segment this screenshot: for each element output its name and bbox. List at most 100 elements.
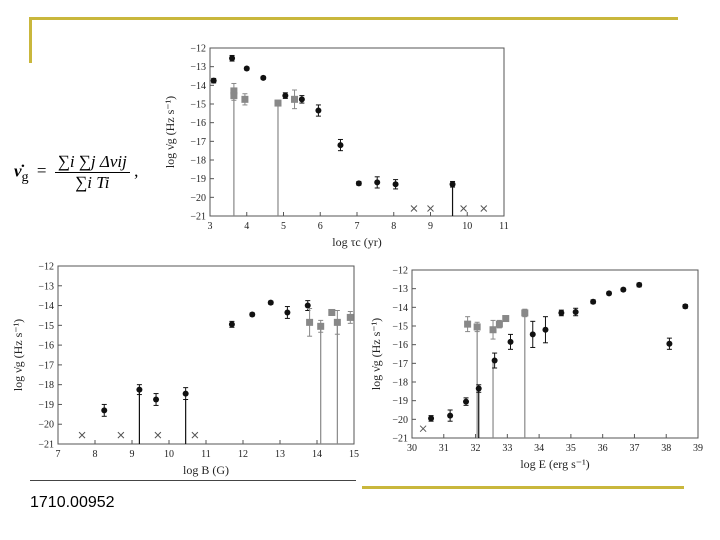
x-axis-label: log E (erg s⁻¹) <box>520 457 589 471</box>
y-axis-label: log ν̇g (Hz s⁻¹) <box>163 96 177 168</box>
data-point-circle <box>620 286 627 293</box>
y-tick-label: −15 <box>190 100 206 111</box>
data-point-circle <box>392 181 399 188</box>
data-point-circle <box>228 321 235 328</box>
y-tick-label: −13 <box>38 281 54 292</box>
y-tick-label: −15 <box>392 322 408 333</box>
data-point-circle <box>101 407 108 414</box>
data-point-square <box>328 308 336 316</box>
x-tick-label: 32 <box>471 443 481 454</box>
formula-numerator: ∑i ∑j Δνij <box>54 152 130 173</box>
data-point-circle <box>374 179 381 186</box>
plot-frame <box>411 269 699 439</box>
data-point-circle <box>284 309 291 316</box>
x-tick-label: 9 <box>130 449 135 460</box>
x-tick-label: 6 <box>318 221 323 232</box>
y-tick-label: −21 <box>38 440 54 451</box>
data-point-circle <box>243 65 250 72</box>
data-point-circle <box>428 415 435 422</box>
data-point-cross <box>427 205 434 212</box>
data-point-circle <box>507 338 514 345</box>
x-tick-label: 33 <box>502 443 512 454</box>
data-point-circle <box>529 331 536 338</box>
y-tick-label: −13 <box>190 62 206 73</box>
x-tick-label: 13 <box>275 449 285 460</box>
data-point-square <box>502 315 510 323</box>
data-point-circle <box>475 385 482 392</box>
data-point-circle <box>449 181 456 188</box>
formula-equals: = <box>36 161 47 181</box>
x-tick-label: 30 <box>407 443 417 454</box>
velocity-drift-formula: ν̇g = ∑i ∑j Δνij ∑i Ti , <box>14 152 138 193</box>
x-tick-label: 37 <box>629 443 639 454</box>
data-point-square <box>333 318 341 326</box>
y-tick-label: −21 <box>392 434 408 445</box>
x-tick-label: 10 <box>164 449 174 460</box>
y-tick-label: −16 <box>38 341 54 352</box>
data-point-cross <box>419 425 427 433</box>
y-tick-label: −19 <box>38 400 54 411</box>
plot-frame <box>209 47 505 217</box>
data-point-square <box>489 326 497 334</box>
x-tick-label: 7 <box>355 221 360 232</box>
data-point-circle <box>260 74 267 81</box>
data-point-circle <box>542 326 549 333</box>
y-tick-label: −18 <box>38 380 54 391</box>
x-tick-label: 3 <box>208 221 213 232</box>
data-point-cross <box>117 431 125 439</box>
data-point-circle <box>572 309 579 315</box>
y-tick-label: −18 <box>190 156 206 167</box>
x-tick-label: 12 <box>238 449 248 460</box>
data-point-circle <box>136 386 143 393</box>
data-point-square <box>521 309 529 317</box>
data-point-square <box>495 320 503 328</box>
data-point-circle <box>606 290 613 297</box>
data-point-cross <box>78 431 86 439</box>
chart-edot: 30 31 32 33 34 35 36 37 38 39 −12 −13 −14 −15 −16 −17 −1… <box>369 266 703 472</box>
data-point-square <box>306 318 314 326</box>
data-point-circle <box>682 303 689 310</box>
x-tick-label: 9 <box>428 221 433 232</box>
y-tick-label: −17 <box>190 137 206 148</box>
data-point-square <box>230 92 238 100</box>
x-tick-label: 34 <box>534 443 544 454</box>
x-tick-label: 36 <box>598 443 608 454</box>
y-axis-label: log ν̇g (Hz s⁻¹) <box>369 318 383 390</box>
y-tick-label: −13 <box>392 284 408 295</box>
data-point-circle <box>355 180 362 187</box>
y-tick-label: −16 <box>392 340 408 351</box>
y-tick-label: −14 <box>190 81 206 92</box>
y-tick-label: −18 <box>392 378 408 389</box>
plot-frame <box>57 265 355 445</box>
formula-lhs-subscript: g <box>21 168 29 185</box>
y-tick-label: −16 <box>190 118 206 129</box>
y-axis-label: log ν̇g (Hz s⁻¹) <box>11 319 25 391</box>
data-point-circle <box>447 412 454 419</box>
footer-label: 1710.00952 <box>30 494 115 511</box>
data-point-square <box>464 320 472 328</box>
data-point-cross <box>154 431 162 439</box>
y-tick-label: −17 <box>392 359 408 370</box>
left-accent-line <box>29 17 32 63</box>
data-point-circle <box>298 96 305 103</box>
data-point-circle <box>229 55 236 62</box>
y-tick-label: −12 <box>392 266 408 277</box>
y-tick-label: −12 <box>190 44 206 55</box>
y-tick-label: −12 <box>38 262 54 273</box>
y-tick-label: −17 <box>38 360 54 371</box>
formula-trail: , <box>134 161 139 181</box>
data-point-square <box>317 322 325 330</box>
x-tick-label: 10 <box>462 221 472 232</box>
y-tick-label: −20 <box>392 415 408 426</box>
x-tick-label: 5 <box>281 221 286 232</box>
x-tick-label: 38 <box>661 443 671 454</box>
top-accent-line <box>32 17 678 20</box>
data-point-circle <box>666 340 673 347</box>
y-tick-label: −14 <box>38 301 54 312</box>
data-point-circle <box>210 77 217 84</box>
data-point-square <box>241 95 249 103</box>
data-point-square <box>473 323 481 331</box>
data-point-circle <box>590 298 597 305</box>
x-tick-label: 11 <box>201 449 211 460</box>
y-tick-label: −19 <box>392 396 408 407</box>
